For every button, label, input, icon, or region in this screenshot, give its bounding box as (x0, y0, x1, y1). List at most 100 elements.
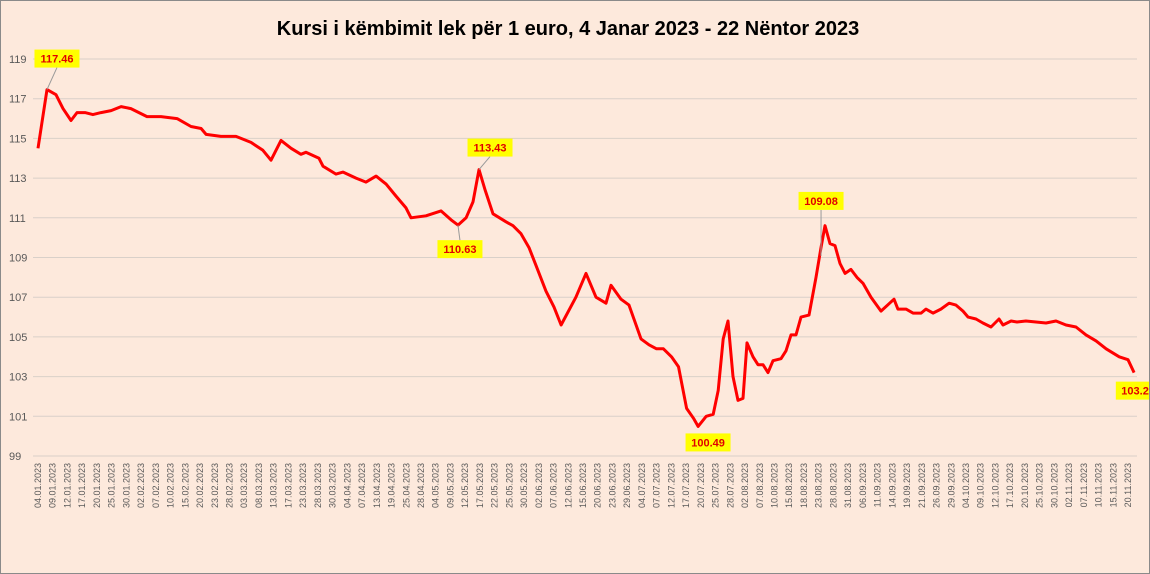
data-label: 109.08 (804, 196, 838, 208)
x-tick-label: 20.10.2023 (1020, 463, 1030, 508)
x-tick-label: 15.08.2023 (784, 463, 794, 508)
x-tick-label: 28.07.2023 (725, 463, 735, 508)
chart-title: Kursi i këmbimit lek për 1 euro, 4 Janar… (277, 18, 860, 40)
x-tick-label: 04.01.2023 (33, 463, 43, 508)
data-label-box (685, 433, 731, 452)
y-tick-label: 119 (9, 54, 27, 66)
x-tick-label: 29.09.2023 (946, 463, 956, 508)
data-label: 117.46 (40, 54, 73, 66)
x-tick-label: 21.09.2023 (917, 463, 927, 508)
x-tick-label: 11.09.2023 (873, 463, 883, 507)
x-tick-label: 04.05.2023 (431, 463, 441, 508)
x-tick-label: 22.05.2023 (490, 463, 500, 508)
x-tick-label: 02.06.2023 (534, 463, 544, 508)
y-tick-label: 103 (9, 372, 27, 384)
data-label: 103.2 (1121, 386, 1149, 398)
data-label-box (798, 191, 844, 210)
x-tick-label: 12.07.2023 (666, 463, 676, 508)
data-label: 100.49 (691, 437, 725, 449)
y-tick-label: 111 (9, 213, 26, 225)
data-label-box (1115, 381, 1149, 400)
x-tick-label: 07.04.2023 (357, 463, 367, 508)
x-tick-label: 23.03.2023 (298, 463, 308, 508)
x-tick-label: 15.06.2023 (578, 463, 588, 508)
x-tick-label: 25.05.2023 (504, 463, 514, 508)
x-tick-label: 25.01.2023 (107, 463, 117, 508)
x-tick-label: 10.11.2023 (1094, 463, 1104, 507)
x-tick-label: 10.02.2023 (166, 463, 176, 508)
x-tick-label: 23.08.2023 (814, 463, 824, 508)
x-tick-label: 20.07.2023 (696, 463, 706, 508)
data-label-box (437, 240, 483, 259)
x-tick-label: 07.06.2023 (549, 463, 559, 508)
y-axis-ticks: 99 101 103 105 107 109 111 113 115 117 119 (9, 54, 27, 463)
x-tick-label: 06.09.2023 (858, 463, 868, 508)
x-tick-label: 28.03.2023 (313, 463, 323, 508)
x-tick-label: 29.06.2023 (622, 463, 632, 508)
x-tick-label: 02.11.2023 (1064, 463, 1074, 507)
x-tick-label: 19.09.2023 (902, 463, 912, 508)
x-tick-label: 12.01.2023 (62, 463, 72, 508)
x-tick-label: 30.03.2023 (328, 463, 338, 508)
x-tick-label: 25.04.2023 (401, 463, 411, 508)
x-tick-label: 07.08.2023 (755, 463, 765, 508)
y-tick-label: 115 (9, 133, 27, 145)
data-label-leader (46, 67, 58, 90)
x-tick-label: 04.07.2023 (637, 463, 647, 508)
x-tick-label: 09.01.2023 (48, 463, 58, 508)
y-tick-label: 107 (9, 292, 27, 304)
x-axis-ticks: 04.01.2023 09.01.2023 12.01.2023 17.01.2023… (33, 463, 1133, 508)
x-tick-label: 20.02.2023 (195, 463, 205, 508)
x-tick-label: 23.06.2023 (607, 463, 617, 508)
x-tick-label: 18.08.2023 (799, 463, 809, 508)
data-label-leader (478, 156, 491, 170)
x-tick-label: 30.05.2023 (519, 463, 529, 508)
x-tick-label: 17.07.2023 (681, 463, 691, 508)
y-tick-label: 117 (9, 94, 27, 106)
x-tick-label: 17.05.2023 (475, 463, 485, 508)
data-labels: 117.46 113.43 110.63 100.49 109.08 103.2 (34, 49, 1149, 452)
data-label: 113.43 (473, 143, 506, 155)
x-tick-label: 20.01.2023 (92, 463, 102, 508)
x-tick-label: 02.02.2023 (136, 463, 146, 508)
x-tick-label: 20.06.2023 (593, 463, 603, 508)
x-tick-label: 03.03.2023 (239, 463, 249, 508)
data-label: 110.63 (443, 244, 476, 256)
x-tick-label: 25.07.2023 (711, 463, 721, 508)
x-tick-label: 28.04.2023 (416, 463, 426, 508)
x-tick-label: 12.05.2023 (460, 463, 470, 508)
x-tick-label: 17.01.2023 (77, 463, 87, 508)
x-tick-label: 19.04.2023 (387, 463, 397, 508)
x-tick-label: 12.10.2023 (990, 463, 1000, 508)
series-line-eur-all (36, 88, 1136, 428)
x-tick-label: 25.10.2023 (1035, 463, 1045, 508)
x-tick-label: 09.05.2023 (445, 463, 455, 508)
x-tick-label: 12.06.2023 (563, 463, 573, 508)
x-tick-label: 17.03.2023 (283, 463, 293, 508)
x-tick-label: 07.07.2023 (652, 463, 662, 508)
x-tick-label: 28.02.2023 (224, 463, 234, 508)
x-tick-label: 28.08.2023 (828, 463, 838, 508)
y-tick-label: 109 (9, 253, 27, 265)
y-tick-label: 101 (9, 411, 27, 423)
x-tick-label: 08.03.2023 (254, 463, 264, 508)
y-tick-label: 99 (9, 451, 21, 463)
x-tick-label: 04.04.2023 (342, 463, 352, 508)
x-tick-label: 13.04.2023 (372, 463, 382, 508)
x-tick-label: 09.10.2023 (976, 463, 986, 508)
data-label-leader (457, 225, 461, 241)
y-tick-label: 105 (9, 332, 27, 344)
x-tick-label: 07.02.2023 (151, 463, 161, 508)
x-tick-label: 23.02.2023 (210, 463, 220, 508)
x-tick-label: 04.10.2023 (961, 463, 971, 508)
x-tick-label: 10.08.2023 (770, 463, 780, 508)
data-label-box (467, 138, 513, 157)
x-tick-label: 20.11.2023 (1123, 463, 1133, 507)
x-tick-label: 26.09.2023 (932, 463, 942, 508)
y-tick-label: 113 (9, 173, 27, 185)
x-tick-label: 14.09.2023 (887, 463, 897, 508)
x-tick-label: 02.08.2023 (740, 463, 750, 508)
x-tick-label: 31.08.2023 (843, 463, 853, 508)
